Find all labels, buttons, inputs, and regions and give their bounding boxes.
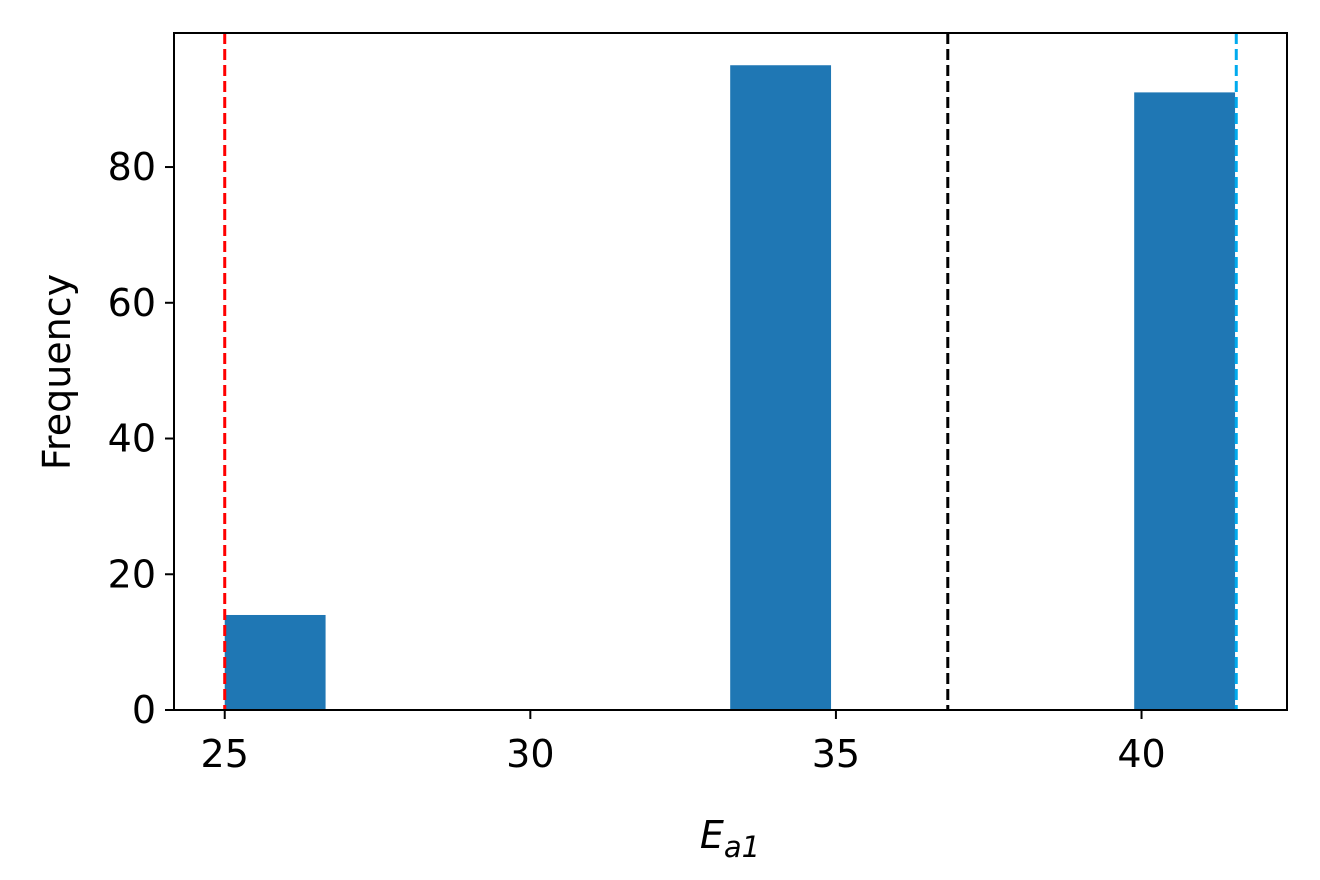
y-tick-label: 20 [108, 552, 156, 596]
x-tick-label: 35 [812, 732, 860, 776]
x-axis-ticks: 25 30 35 40 [201, 710, 1166, 776]
histogram-bar-0 [224, 614, 326, 710]
reference-lines-group [223, 33, 1238, 710]
histogram-bar-9 [1134, 92, 1236, 710]
y-tick-label: 0 [132, 688, 156, 732]
y-tick-label: 80 [108, 145, 156, 189]
x-tick-label: 25 [201, 732, 249, 776]
y-tick-label: 60 [108, 281, 156, 325]
x-tick-label: 30 [506, 732, 554, 776]
bars-group [224, 65, 1236, 710]
y-axis-ticks: 0 20 40 60 80 [108, 145, 174, 732]
y-tick-label: 40 [108, 417, 156, 461]
x-axis-label: Ea1 [700, 813, 760, 864]
x-tick-label: 40 [1117, 732, 1165, 776]
y-axis-label: Frequency [35, 274, 79, 470]
plot-frame [173, 32, 1288, 711]
histogram-bar-5 [730, 65, 832, 710]
